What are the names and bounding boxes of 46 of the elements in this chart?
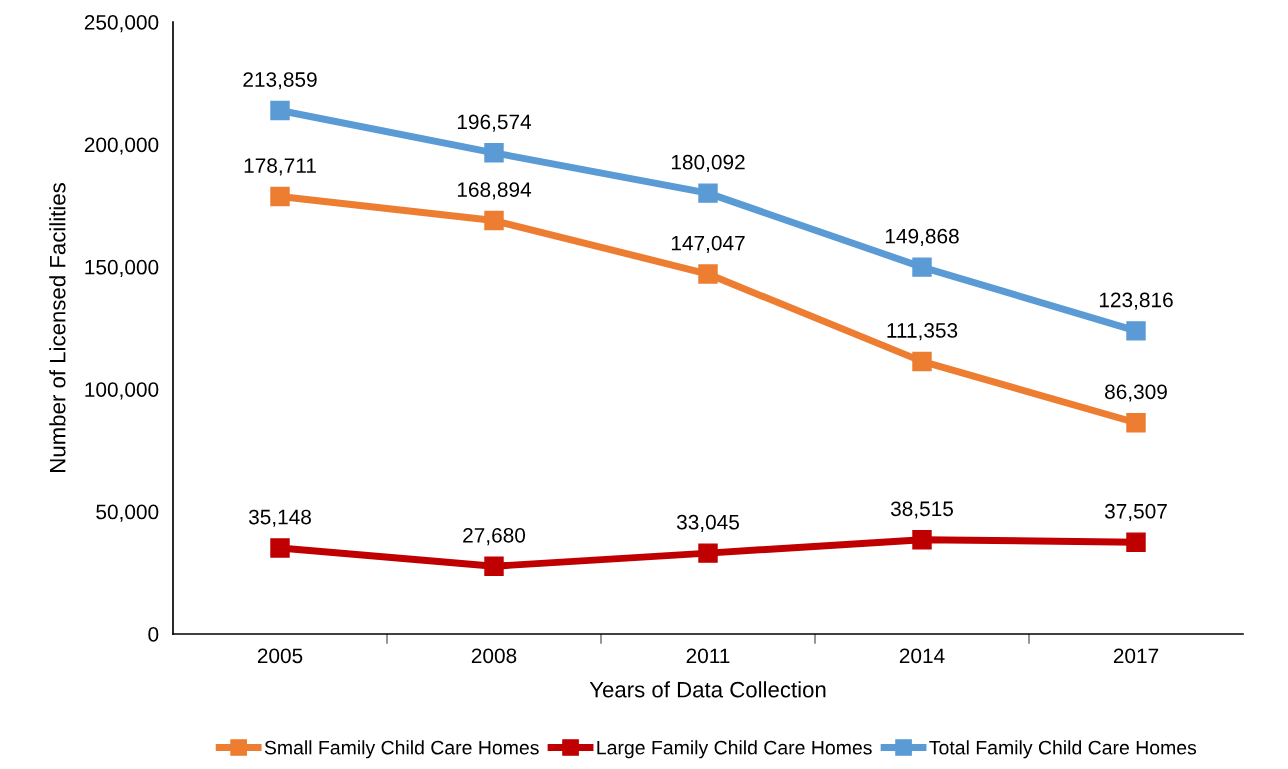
y-tick-label: 50,000 [96,504,159,522]
data-label: 196,574 [457,114,532,132]
x-tick-label: 2011 [686,648,730,664]
point [698,543,718,563]
data-label: 111,353 [887,323,958,341]
data-label: 38,515 [890,501,953,519]
point [1126,412,1146,433]
legend-label: Total Family Child Care Homes [929,740,1197,759]
x-tick-label: 2017 [1113,648,1159,664]
y-axis-title: Number of Licensed Facilities [49,183,66,472]
point [484,143,504,163]
y-tick-label: 150,000 [85,259,159,278]
data-label: 33,045 [676,514,739,532]
data-label: 213,859 [243,72,317,90]
point [698,183,718,203]
point [270,538,290,558]
data-label: 27,680 [463,527,526,546]
data-label: 149,868 [885,228,959,247]
legend-label: Large Family Child Care Homes [597,740,872,759]
data-label: 147,047 [671,235,745,253]
x-tick-label: 2008 [471,648,517,664]
y-tick-label: 0 [148,627,159,642]
y-tick-label: 250,000 [84,15,159,33]
point [270,186,290,207]
point [912,529,932,550]
x-tick-label: 2014 [899,648,945,664]
point [270,100,290,121]
point [698,264,718,284]
legend-label: Small Family Child Care Homes [264,740,539,759]
point [484,210,504,231]
x-tick-label: 2005 [257,648,303,664]
y-tick-label: 100,000 [85,382,159,400]
data-label: 86,309 [1105,384,1167,402]
data-label: 178,711 [244,158,316,176]
data-label: 37,507 [1104,503,1167,522]
data-label: 180,092 [671,154,745,173]
data-label: 35,148 [248,509,311,527]
x-axis-title: Years of Data Collection [589,681,826,698]
point [912,351,932,372]
point [912,257,932,277]
data-label: 168,894 [457,182,532,200]
data-label: 123,816 [1099,292,1173,310]
point [1126,532,1146,552]
point [1126,321,1146,341]
y-tick-label: 200,000 [84,137,159,155]
point [484,556,504,576]
